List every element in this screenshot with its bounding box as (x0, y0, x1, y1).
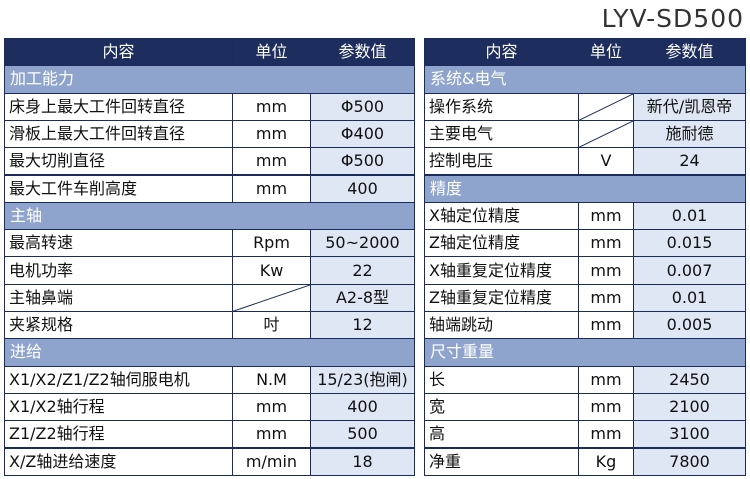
unit-empty (232, 283, 311, 312)
header-cell: 单位 (232, 38, 311, 67)
item-name: 最大切削直径 (4, 147, 233, 176)
unit: mm (232, 92, 311, 121)
item-name: 主轴鼻端 (4, 283, 233, 312)
item-name: 电机功率 (4, 256, 233, 285)
value: 0.007 (633, 256, 746, 285)
slash (233, 284, 310, 311)
section-title: 系统&电气 (424, 65, 746, 94)
slash (579, 120, 633, 148)
unit: mm (232, 392, 311, 422)
unit: Kw (232, 256, 311, 285)
item-name: 宽 (424, 392, 579, 422)
value: 7800 (633, 447, 746, 476)
header-cell: 参数值 (310, 38, 415, 67)
value: Φ400 (310, 119, 415, 149)
section-title: 进给 (4, 338, 415, 367)
unit: mm (578, 283, 634, 312)
unit: mm (232, 119, 311, 149)
unit: Rpm (232, 229, 311, 258)
value: 2100 (633, 392, 746, 422)
value: 2450 (633, 365, 746, 394)
item-name: X轴重复定位精度 (424, 256, 579, 285)
unit: mm (578, 201, 634, 231)
unit: mm (578, 392, 634, 422)
value: 12 (310, 311, 415, 340)
header-cell: 单位 (578, 38, 634, 67)
item-name: Z轴重复定位精度 (424, 283, 579, 312)
item-name: 净重 (424, 447, 579, 476)
value: 15/23(抱闸) (310, 365, 415, 394)
value: 0.01 (633, 283, 746, 312)
unit: mm (578, 311, 634, 340)
section-title: 加工能力 (4, 65, 415, 94)
header-cell: 内容 (4, 38, 233, 67)
value: 施耐德 (633, 119, 746, 149)
value: 18 (310, 447, 415, 476)
unit: mm (578, 365, 634, 394)
unit: mm (232, 420, 311, 449)
item-name: 操作系统 (424, 92, 579, 121)
unit: mm (578, 420, 634, 449)
value: Φ500 (310, 147, 415, 176)
header-cell: 参数值 (633, 38, 746, 67)
item-name: 主要电气 (424, 119, 579, 149)
value: 500 (310, 420, 415, 449)
item-name: Z1/Z2轴行程 (4, 420, 233, 449)
unit: mm (578, 229, 634, 258)
item-name: 滑板上最大工件回转直径 (4, 119, 233, 149)
value: 0.005 (633, 311, 746, 340)
unit: mm (578, 256, 634, 285)
unit-empty (578, 92, 634, 121)
item-name: 轴端跳动 (424, 311, 579, 340)
value: 400 (310, 174, 415, 203)
section-title: 精度 (424, 174, 746, 203)
item-name: X/Z轴进给速度 (4, 447, 233, 476)
item-name: 长 (424, 365, 579, 394)
unit: 吋 (232, 311, 311, 340)
unit: mm (232, 147, 311, 176)
item-name: 控制电压 (424, 147, 579, 176)
value: 0.01 (633, 201, 746, 231)
item-name: 最大工件车削高度 (4, 174, 233, 203)
item-name: Z轴定位精度 (424, 229, 579, 258)
item-name: X1/X2轴行程 (4, 392, 233, 422)
value: 50~2000 (310, 229, 415, 258)
item-name: X1/X2/Z1/Z2轴伺服电机 (4, 365, 233, 394)
value: A2-8型 (310, 283, 415, 312)
unit: V (578, 147, 634, 176)
unit-empty (578, 119, 634, 149)
unit: m/min (232, 447, 311, 476)
unit: mm (232, 174, 311, 203)
item-name: 夹紧规格 (4, 311, 233, 340)
item-name: X轴定位精度 (424, 201, 579, 231)
slash (579, 93, 633, 120)
section-title: 主轴 (4, 201, 415, 231)
value: 3100 (633, 420, 746, 449)
value: Φ500 (310, 92, 415, 121)
section-title: 尺寸重量 (424, 338, 746, 367)
item-name: 最高转速 (4, 229, 233, 258)
value: 0.015 (633, 229, 746, 258)
value: 新代/凯恩帝 (633, 92, 746, 121)
value: 22 (310, 256, 415, 285)
item-name: 床身上最大工件回转直径 (4, 92, 233, 121)
item-name: 高 (424, 420, 579, 449)
unit: Kg (578, 447, 634, 476)
value: 24 (633, 147, 746, 176)
header-cell: 内容 (424, 38, 579, 67)
unit: N.M (232, 365, 311, 394)
title: LYV-SD500 (601, 4, 744, 33)
value: 400 (310, 392, 415, 422)
